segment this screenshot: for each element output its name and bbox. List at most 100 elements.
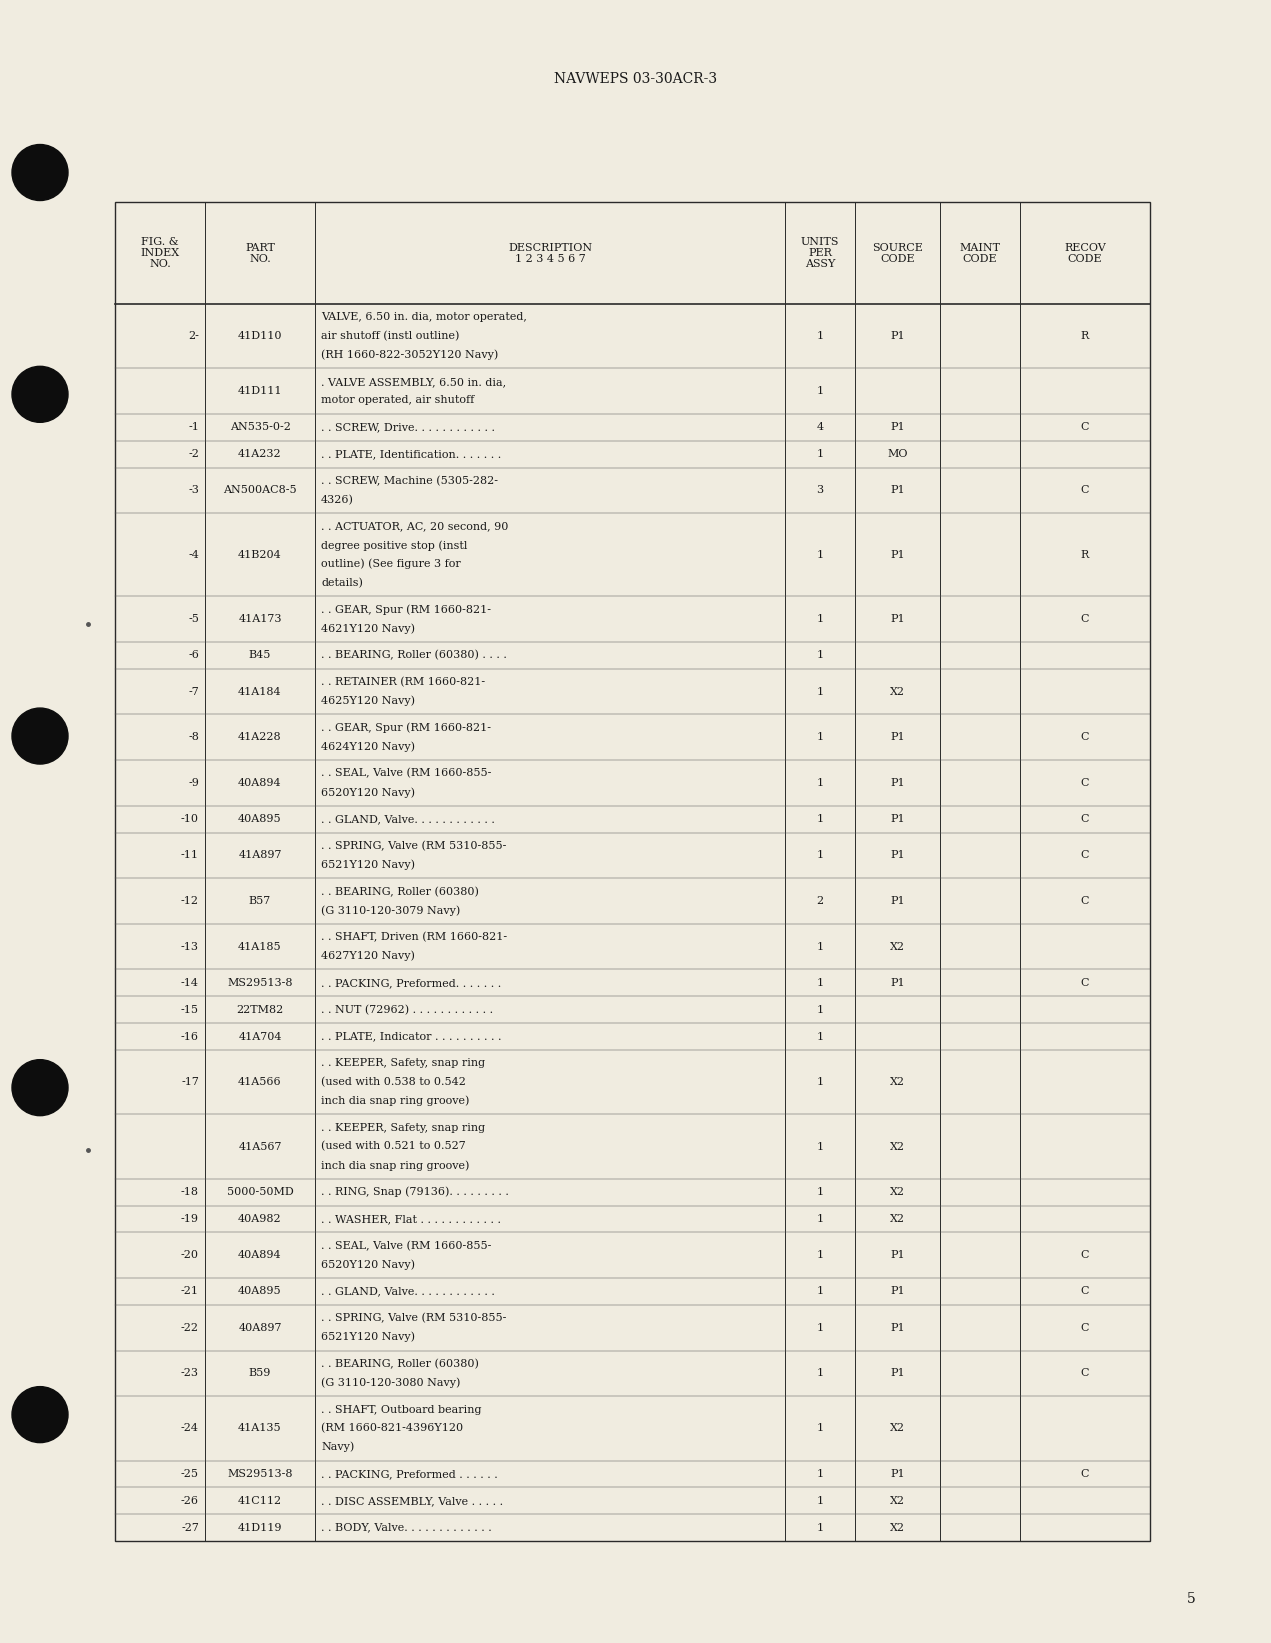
- Text: PER: PER: [808, 248, 833, 258]
- Text: P1: P1: [890, 1369, 905, 1378]
- Text: (RM 1660-821-4396Y120: (RM 1660-821-4396Y120: [322, 1423, 463, 1433]
- Text: . . ACTUATOR, AC, 20 second, 90: . . ACTUATOR, AC, 20 second, 90: [322, 522, 508, 532]
- Text: 1: 1: [816, 1369, 824, 1378]
- Text: -13: -13: [180, 941, 200, 951]
- Text: . . WASHER, Flat . . . . . . . . . . . .: . . WASHER, Flat . . . . . . . . . . . .: [322, 1214, 501, 1224]
- Text: 2-: 2-: [188, 332, 200, 342]
- Text: P1: P1: [890, 422, 905, 432]
- Text: . . SHAFT, Driven (RM 1660-821-: . . SHAFT, Driven (RM 1660-821-: [322, 932, 507, 943]
- Circle shape: [11, 1060, 69, 1116]
- Text: 41D119: 41D119: [238, 1523, 282, 1533]
- Text: NAVWEPS 03-30ACR-3: NAVWEPS 03-30ACR-3: [554, 72, 717, 85]
- Text: -3: -3: [188, 485, 200, 496]
- Text: inch dia snap ring groove): inch dia snap ring groove): [322, 1096, 469, 1106]
- Text: . . DISC ASSEMBLY, Valve . . . . .: . . DISC ASSEMBLY, Valve . . . . .: [322, 1495, 503, 1507]
- Text: 1: 1: [816, 1423, 824, 1433]
- Text: NO.: NO.: [249, 253, 271, 263]
- Text: (used with 0.521 to 0.527: (used with 0.521 to 0.527: [322, 1142, 465, 1152]
- Text: . . PACKING, Preformed. . . . . . .: . . PACKING, Preformed. . . . . . .: [322, 978, 501, 987]
- Text: P1: P1: [890, 815, 905, 825]
- Text: . . BEARING, Roller (60380) . . . .: . . BEARING, Roller (60380) . . . .: [322, 651, 507, 660]
- Circle shape: [11, 708, 69, 764]
- Text: . . NUT (72962) . . . . . . . . . . . .: . . NUT (72962) . . . . . . . . . . . .: [322, 1004, 493, 1015]
- Text: -5: -5: [188, 614, 200, 624]
- Text: C: C: [1080, 815, 1089, 825]
- Text: X2: X2: [890, 1214, 905, 1224]
- Text: 6521Y120 Navy): 6521Y120 Navy): [322, 859, 416, 871]
- Text: 5: 5: [1187, 1592, 1195, 1605]
- Text: -8: -8: [188, 733, 200, 743]
- Text: -21: -21: [180, 1286, 200, 1296]
- Text: motor operated, air shutoff: motor operated, air shutoff: [322, 396, 474, 406]
- Text: 41B204: 41B204: [238, 550, 282, 560]
- Text: . . SEAL, Valve (RM 1660-855-: . . SEAL, Valve (RM 1660-855-: [322, 1240, 492, 1250]
- Text: -4: -4: [188, 550, 200, 560]
- Text: -22: -22: [180, 1323, 200, 1332]
- Text: -27: -27: [182, 1523, 200, 1533]
- Text: P1: P1: [890, 614, 905, 624]
- Text: 40A894: 40A894: [238, 777, 282, 789]
- Text: 40A897: 40A897: [238, 1323, 282, 1332]
- Text: B45: B45: [249, 651, 271, 660]
- Text: inch dia snap ring groove): inch dia snap ring groove): [322, 1160, 469, 1170]
- Text: 41D111: 41D111: [238, 386, 282, 396]
- Text: 1: 1: [816, 1495, 824, 1507]
- Text: P1: P1: [890, 978, 905, 987]
- Text: P1: P1: [890, 1250, 905, 1260]
- Text: CODE: CODE: [962, 253, 998, 263]
- Text: UNITS: UNITS: [801, 237, 839, 246]
- Text: outline) (See figure 3 for: outline) (See figure 3 for: [322, 559, 461, 570]
- Text: 1: 1: [816, 1523, 824, 1533]
- Text: -15: -15: [180, 1004, 200, 1015]
- Text: 6520Y120 Navy): 6520Y120 Navy): [322, 787, 416, 797]
- Text: details): details): [322, 578, 364, 588]
- Text: 1: 1: [816, 1469, 824, 1479]
- Text: 1: 1: [816, 386, 824, 396]
- Text: 41A704: 41A704: [238, 1032, 282, 1042]
- Text: 4: 4: [816, 422, 824, 432]
- Text: 1: 1: [816, 550, 824, 560]
- Text: 41A185: 41A185: [238, 941, 282, 951]
- Text: 1: 1: [816, 733, 824, 743]
- Text: P1: P1: [890, 485, 905, 496]
- Text: X2: X2: [890, 687, 905, 697]
- Text: X2: X2: [890, 1495, 905, 1507]
- Text: 1: 1: [816, 851, 824, 861]
- Text: 41A135: 41A135: [238, 1423, 282, 1433]
- Text: -24: -24: [180, 1423, 200, 1433]
- Text: 40A982: 40A982: [238, 1214, 282, 1224]
- Circle shape: [11, 145, 69, 200]
- Text: MO: MO: [887, 449, 907, 460]
- Text: 41A173: 41A173: [238, 614, 282, 624]
- Text: X2: X2: [890, 1142, 905, 1152]
- Text: X2: X2: [890, 1188, 905, 1198]
- Text: 41A897: 41A897: [238, 851, 282, 861]
- Text: -23: -23: [180, 1369, 200, 1378]
- Text: 4624Y120 Navy): 4624Y120 Navy): [322, 741, 416, 752]
- Text: (RH 1660-822-3052Y120 Navy): (RH 1660-822-3052Y120 Navy): [322, 350, 498, 360]
- Text: X2: X2: [890, 941, 905, 951]
- Text: 41A228: 41A228: [238, 733, 282, 743]
- Text: 40A895: 40A895: [238, 1286, 282, 1296]
- Text: C: C: [1080, 851, 1089, 861]
- Text: 1: 1: [816, 941, 824, 951]
- Text: C: C: [1080, 895, 1089, 905]
- Text: 1: 1: [816, 614, 824, 624]
- Text: P1: P1: [890, 332, 905, 342]
- Text: 1 2 3 4 5 6 7: 1 2 3 4 5 6 7: [515, 253, 586, 263]
- Text: 4621Y120 Navy): 4621Y120 Navy): [322, 623, 416, 634]
- Text: C: C: [1080, 422, 1089, 432]
- Text: 1: 1: [816, 1323, 824, 1332]
- Text: C: C: [1080, 777, 1089, 789]
- Text: PART: PART: [245, 243, 275, 253]
- Text: MS29513-8: MS29513-8: [228, 978, 292, 987]
- Circle shape: [11, 366, 69, 422]
- Text: 1: 1: [816, 815, 824, 825]
- Text: 1: 1: [816, 687, 824, 697]
- Text: . . SHAFT, Outboard bearing: . . SHAFT, Outboard bearing: [322, 1405, 482, 1415]
- Text: C: C: [1080, 1286, 1089, 1296]
- Text: (G 3110-120-3079 Navy): (G 3110-120-3079 Navy): [322, 905, 460, 915]
- Text: CODE: CODE: [1068, 253, 1102, 263]
- Text: INDEX: INDEX: [140, 248, 179, 258]
- Text: . VALVE ASSEMBLY, 6.50 in. dia,: . VALVE ASSEMBLY, 6.50 in. dia,: [322, 376, 506, 386]
